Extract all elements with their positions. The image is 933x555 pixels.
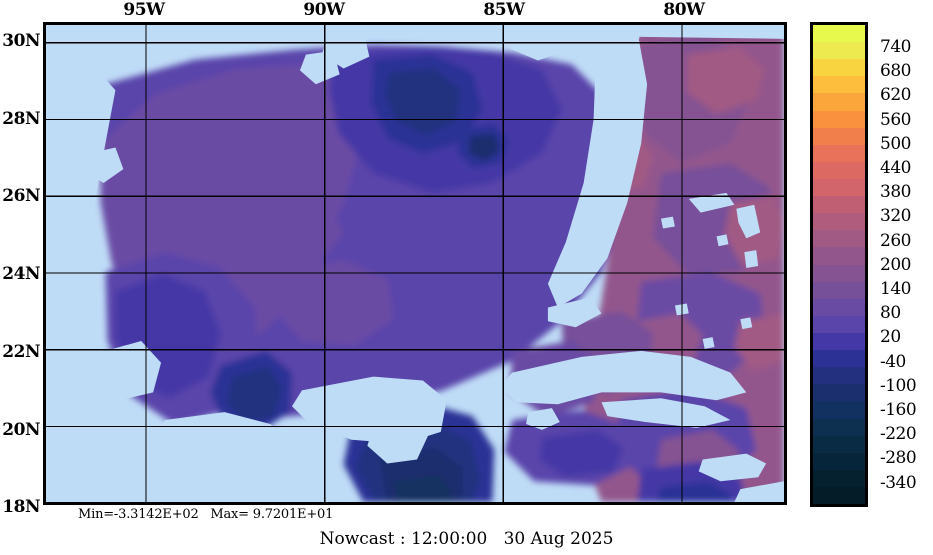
colorbar-band xyxy=(813,367,865,385)
colorbar-band xyxy=(813,264,865,282)
colorbar-band xyxy=(813,315,865,333)
colorbar-band xyxy=(813,401,865,419)
latitude-label: 26N xyxy=(2,186,40,207)
colorbar-tick-label: -220 xyxy=(880,424,917,445)
colorbar-tick-label: 260 xyxy=(880,230,911,251)
colorbar-tick-label: -40 xyxy=(880,351,906,372)
colorbar-tick-label: 620 xyxy=(880,85,911,106)
colorbar-band xyxy=(813,76,865,94)
colorbar-tick-label: -340 xyxy=(880,472,917,493)
latitude-label: 30N xyxy=(2,31,40,51)
latitude-label: 24N xyxy=(2,264,40,285)
colorbar-band xyxy=(813,469,865,487)
colorbar-tick-label: 380 xyxy=(880,182,911,203)
colorbar-band xyxy=(813,110,865,128)
colorbar: 740 680 620 560 500 440 380 320 260 200 140 80 20 -40… xyxy=(810,22,917,507)
colorbar-tick-label: 560 xyxy=(880,109,911,130)
colorbar-tick-label: 740 xyxy=(880,37,911,57)
colorbar-tick-label: 20 xyxy=(880,327,901,348)
longitude-axis: 95W 90W 85W 80W xyxy=(0,0,933,22)
contour-field xyxy=(46,25,784,502)
colorbar-band xyxy=(813,213,865,231)
colorbar-bands[interactable] xyxy=(810,22,868,507)
colorbar-tick-label: -160 xyxy=(880,400,917,420)
latitude-label: 22N xyxy=(2,341,40,362)
colorbar-band xyxy=(813,332,865,351)
colorbar-tick-label: 200 xyxy=(880,254,911,275)
latitude-label: 20N xyxy=(2,419,40,440)
colorbar-tick-label: -100 xyxy=(880,375,917,396)
colorbar-tick-label: 140 xyxy=(880,279,911,299)
colorbar-band xyxy=(813,42,865,60)
minmax-annotation: Min=-3.3142E+02 Max= 9.7201E+01 xyxy=(78,507,334,522)
colorbar-tick-label: 500 xyxy=(880,133,911,154)
colorbar-band xyxy=(813,178,865,197)
colorbar-tick-label: -280 xyxy=(880,448,917,469)
map-plot-area[interactable] xyxy=(43,22,787,505)
longitude-label: 80W xyxy=(663,0,705,20)
colorbar-band xyxy=(813,298,865,316)
colorbar-tick-labels: 740 680 620 560 500 440 380 320 260 200 140 80 20 -40… xyxy=(872,22,933,507)
colorbar-tick-label: 80 xyxy=(880,303,901,324)
latitude-label: 18N xyxy=(2,497,40,518)
colorbar-tick-label: 440 xyxy=(880,158,911,178)
longitude-label: 85W xyxy=(483,0,525,20)
colorbar-band xyxy=(813,435,865,453)
colorbar-band xyxy=(813,281,865,299)
colorbar-band xyxy=(813,196,865,214)
colorbar-band xyxy=(813,161,865,179)
colorbar-band xyxy=(813,25,865,43)
nowcast-caption: Nowcast : 12:00:00 30 Aug 2025 xyxy=(319,529,614,549)
latitude-axis: 30N 28N 26N 24N 22N 20N 18N xyxy=(0,0,40,555)
colorbar-band xyxy=(813,350,865,368)
colorbar-band xyxy=(813,418,865,436)
longitude-label: 90W xyxy=(303,0,345,20)
colorbar-band xyxy=(813,452,865,470)
colorbar-band xyxy=(813,486,865,505)
colorbar-band xyxy=(813,230,865,248)
colorbar-band xyxy=(813,127,865,145)
colorbar-band xyxy=(813,247,865,265)
colorbar-band xyxy=(813,59,865,77)
colorbar-band xyxy=(813,144,865,162)
colorbar-tick-label: 320 xyxy=(880,206,911,227)
colorbar-band xyxy=(813,93,865,111)
colorbar-band xyxy=(813,384,865,402)
latitude-label: 28N xyxy=(2,108,40,129)
colorbar-tick-label: 680 xyxy=(880,61,911,82)
longitude-label: 95W xyxy=(123,0,165,20)
